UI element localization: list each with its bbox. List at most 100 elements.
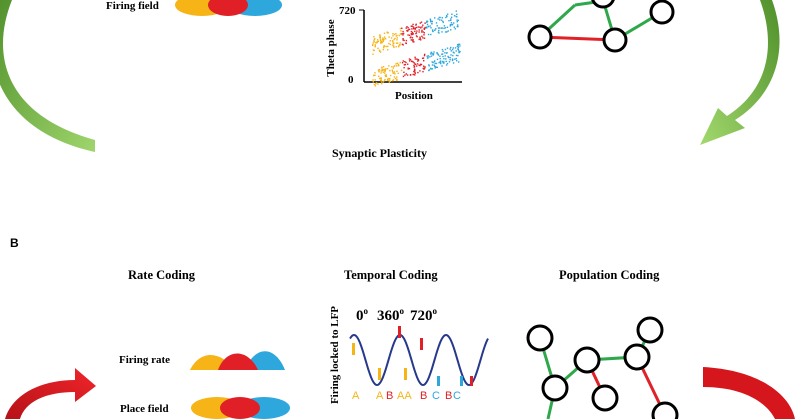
scatter-point xyxy=(418,38,420,41)
scatter-point xyxy=(389,43,392,46)
scatter-point xyxy=(430,33,432,36)
scatter-point xyxy=(428,69,430,71)
scatter-point xyxy=(428,64,430,66)
scatter-point xyxy=(424,22,426,24)
scatter-point xyxy=(439,55,441,57)
scatter-point xyxy=(422,37,424,39)
scatter-point xyxy=(429,19,432,21)
scatter-point xyxy=(376,42,378,44)
scatter-point xyxy=(455,54,458,57)
scatter-point xyxy=(396,62,398,64)
scatter-point xyxy=(388,81,390,83)
scatter-point xyxy=(393,72,395,74)
green-curved-arrow-left-icon xyxy=(0,0,95,152)
scatter-point xyxy=(402,38,404,40)
scatter-point xyxy=(444,27,447,29)
scatter-point xyxy=(407,29,409,31)
scatter-point xyxy=(456,60,458,62)
scatter-point xyxy=(382,39,385,42)
scatter-point xyxy=(455,15,457,18)
scatter-point xyxy=(450,50,452,52)
scatter-point xyxy=(408,58,411,60)
scatter-point xyxy=(381,67,383,69)
scatter-point xyxy=(407,27,409,29)
scatter-point xyxy=(402,30,404,33)
scatter-point xyxy=(423,28,426,30)
scatter-point xyxy=(423,68,425,70)
scatter-point xyxy=(427,33,430,36)
scatter-point xyxy=(386,79,389,81)
scatter-point xyxy=(450,19,452,21)
scatter-point xyxy=(410,60,413,63)
scatter-point xyxy=(445,64,448,66)
scatter-point xyxy=(407,34,409,36)
scatter-point xyxy=(419,70,421,72)
scatter-point xyxy=(372,49,375,51)
scatter-point xyxy=(382,37,384,39)
scatter-point xyxy=(373,40,375,42)
scatter-point xyxy=(457,25,459,28)
scatter-point xyxy=(439,61,441,63)
scatter-point xyxy=(420,63,423,66)
scatter-point xyxy=(381,69,383,71)
scatter-point xyxy=(446,47,449,49)
scatter-point xyxy=(380,41,382,43)
scatter-point xyxy=(412,26,415,28)
scatter-point xyxy=(446,15,448,17)
scatter-point xyxy=(447,56,450,59)
scatter-point xyxy=(445,16,447,19)
graph-node xyxy=(602,27,628,53)
scatter-point xyxy=(442,20,444,22)
scatter-point xyxy=(423,65,425,67)
scatter-point xyxy=(402,60,404,62)
place-field-blob xyxy=(191,397,290,419)
scatter-point xyxy=(421,31,423,33)
scatter-point xyxy=(384,78,386,81)
network-graph-top xyxy=(527,0,675,53)
scatter-point xyxy=(412,39,414,41)
scatter-point xyxy=(457,19,459,22)
scatter-point xyxy=(399,44,401,46)
scatter-point xyxy=(373,74,376,76)
scatter-point xyxy=(431,64,434,66)
scatter-point xyxy=(387,49,389,51)
scatter-point xyxy=(457,48,459,50)
scatter-point xyxy=(384,74,387,77)
scatter-point xyxy=(431,61,433,63)
scatter-point xyxy=(379,36,381,38)
place-field-label: Place field xyxy=(120,403,169,415)
scatter-point xyxy=(375,83,377,85)
scatter-point xyxy=(416,58,418,60)
scatter-point xyxy=(423,67,426,69)
scatter-point xyxy=(422,31,424,33)
scatter-point xyxy=(379,37,381,39)
scatter-point xyxy=(393,71,396,73)
scatter-point xyxy=(455,10,457,12)
spike-letter: A xyxy=(376,390,384,402)
scatter-point xyxy=(426,55,428,57)
scatter-point xyxy=(423,54,426,57)
scatter-point xyxy=(389,78,391,80)
scatter-point xyxy=(398,65,400,67)
scatter-point xyxy=(406,74,409,76)
scatter-point xyxy=(381,66,383,68)
scatter-point xyxy=(416,63,419,65)
scatter-point xyxy=(438,32,440,34)
scatter-point xyxy=(420,39,422,41)
scatter-point xyxy=(419,37,421,40)
scatter-point xyxy=(406,26,408,28)
scatter-point xyxy=(443,58,445,60)
scatter-point xyxy=(389,80,392,82)
scatter-point xyxy=(391,40,394,42)
scatter-point xyxy=(407,68,409,70)
scatter-point xyxy=(445,58,447,60)
scatter-point xyxy=(405,27,407,29)
scatter-point xyxy=(416,30,418,32)
scatter-point xyxy=(434,29,436,31)
scatter-point xyxy=(373,41,376,43)
scatter-point xyxy=(377,83,379,85)
scatter-point xyxy=(394,77,397,80)
scatter-point xyxy=(438,27,441,29)
scatter-point xyxy=(381,82,383,85)
scatter-point xyxy=(399,27,402,30)
